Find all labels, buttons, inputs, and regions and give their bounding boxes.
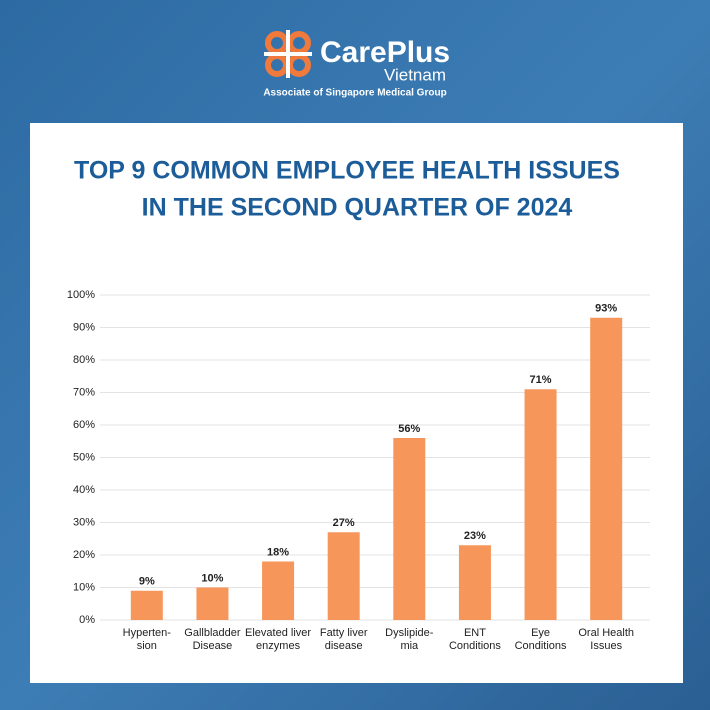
x-tick-label: Conditions: [515, 640, 567, 652]
logo-icon: [264, 30, 312, 78]
x-tick-label: Disease: [193, 640, 233, 652]
x-tick-label: Conditions: [449, 640, 501, 652]
value-label: 93%: [595, 303, 617, 315]
value-label: 23%: [464, 530, 486, 542]
x-tick-label: Oral Health: [578, 627, 634, 639]
logo-tagline: Associate of Singapore Medical Group: [263, 88, 446, 99]
value-label: 10%: [201, 572, 223, 584]
x-tick-label: Hyperten-: [123, 627, 172, 639]
y-tick-label: 40%: [73, 484, 95, 496]
y-tick-label: 10%: [73, 581, 95, 593]
x-tick-label: Issues: [590, 640, 622, 652]
logo-region: Vietnam: [384, 65, 446, 84]
bar: [130, 590, 163, 620]
chart-title: TOP 9 COMMON EMPLOYEE HEALTH ISSUES: [74, 157, 620, 185]
x-tick-label: Gallbladder: [184, 627, 241, 639]
x-tick-label: sion: [137, 640, 157, 652]
bar: [524, 389, 557, 620]
y-tick-label: 0%: [79, 614, 95, 626]
y-tick-label: 30%: [73, 516, 95, 528]
bar: [393, 438, 426, 620]
y-tick-label: 90%: [73, 321, 95, 333]
y-tick-label: 50%: [73, 451, 95, 463]
x-tick-label: Eye: [531, 627, 550, 639]
x-tick-label: Elevated liver: [245, 627, 311, 639]
logo-name: CarePlus: [320, 36, 450, 69]
x-tick-label: Fatty liver: [320, 627, 368, 639]
bar: [196, 587, 229, 620]
x-tick-label: enzymes: [256, 640, 301, 652]
x-tick-label: mia: [400, 640, 419, 652]
value-label: 27%: [333, 517, 355, 529]
x-tick-label: disease: [325, 640, 363, 652]
y-tick-label: 100%: [67, 289, 95, 301]
value-label: 18%: [267, 546, 289, 558]
x-tick-label: Dyslipide-: [385, 627, 434, 639]
chart-title: IN THE SECOND QUARTER OF 2024: [142, 194, 573, 222]
value-label: 9%: [139, 576, 155, 588]
y-tick-label: 20%: [73, 549, 95, 561]
value-label: 71%: [530, 374, 552, 386]
bar: [262, 561, 295, 620]
bar: [458, 545, 491, 620]
y-tick-label: 60%: [73, 419, 95, 431]
bar: [327, 532, 360, 620]
value-label: 56%: [398, 423, 420, 435]
bar: [590, 317, 623, 620]
x-tick-label: ENT: [464, 627, 486, 639]
y-tick-label: 70%: [73, 386, 95, 398]
y-tick-label: 80%: [73, 354, 95, 366]
